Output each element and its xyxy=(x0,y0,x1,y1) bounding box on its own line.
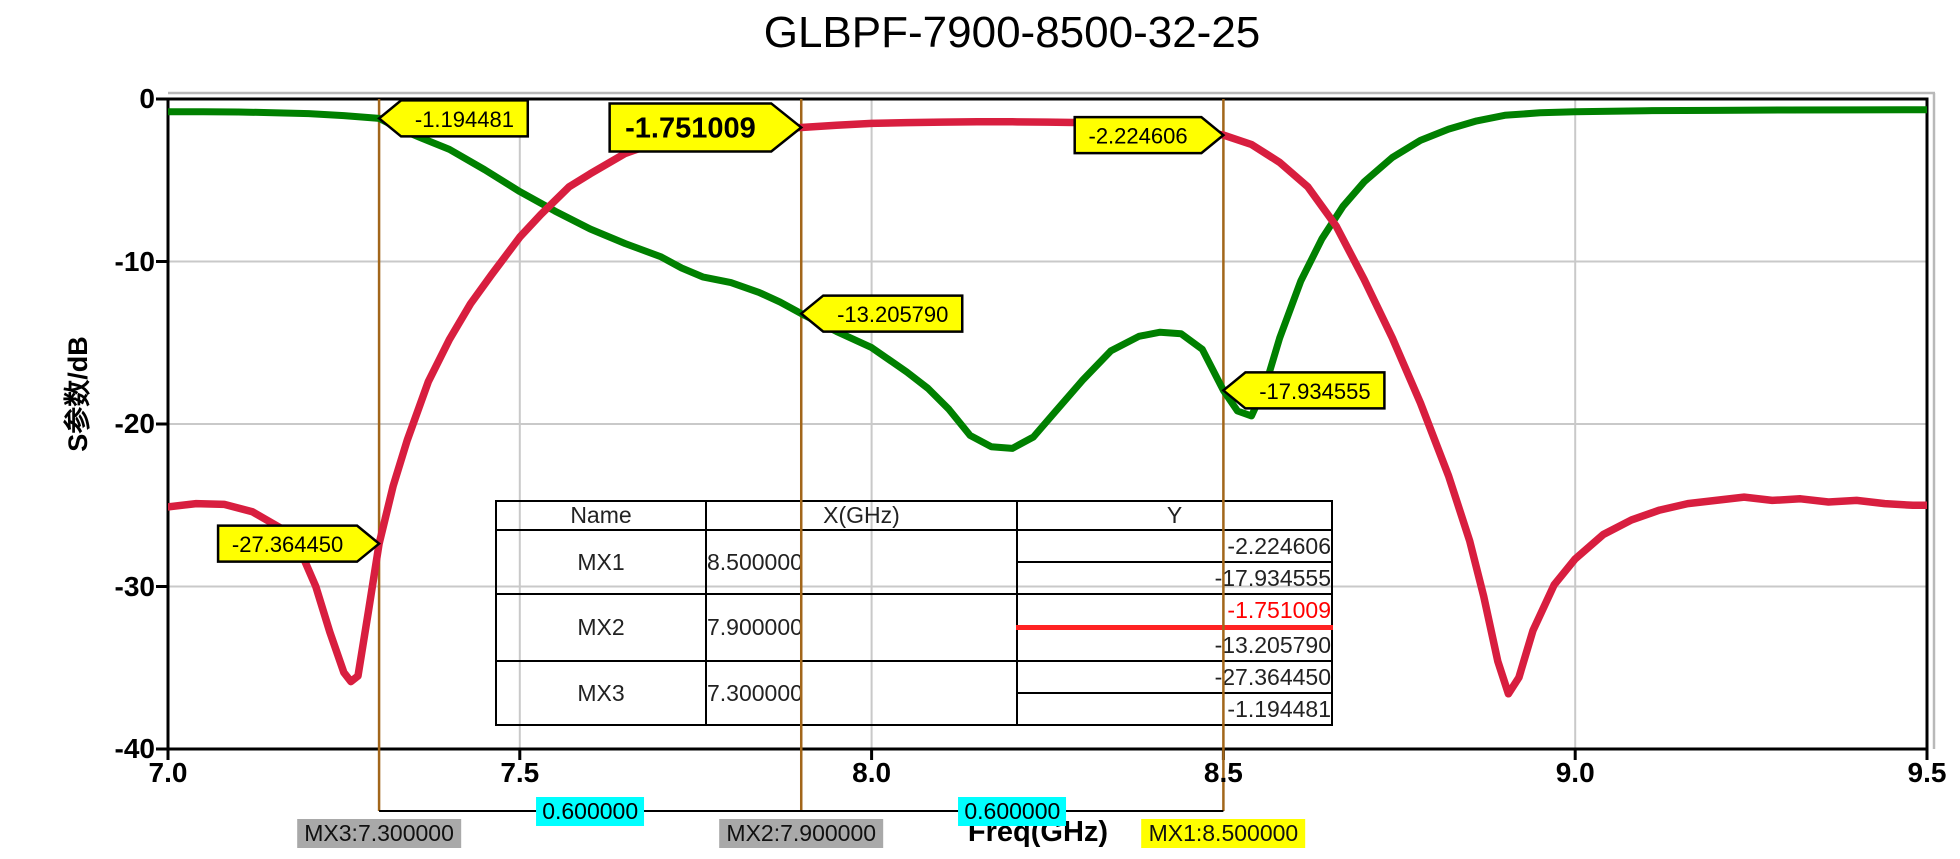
x-tick-label: 7.0 xyxy=(148,757,188,788)
marker-table-header-name: Name xyxy=(495,500,707,531)
marker-value-tag-MX1[interactable]: -2.224606 xyxy=(1073,115,1226,155)
marker-delta-label: 0.600000 xyxy=(536,797,645,826)
x-tick-label: 8.5 xyxy=(1203,757,1243,788)
marker-handle-MX2[interactable]: MX2:7.900000 xyxy=(719,819,884,848)
marker-y-cell[interactable]: -27.364450 xyxy=(1016,660,1333,694)
chart-title: GLBPF-7900-8500-32-25 xyxy=(763,8,1261,57)
marker-x-cell[interactable]: 8.500000 xyxy=(705,529,1018,595)
marker-x-cell[interactable]: 7.300000 xyxy=(705,660,1018,726)
marker-handle-MX3[interactable]: MX3:7.300000 xyxy=(297,819,461,848)
tag-value-text: -1.751009 xyxy=(625,112,756,144)
marker-y-cell[interactable]: -1.194481 xyxy=(1016,692,1333,726)
y-axis-title: S参数/dB xyxy=(63,336,93,452)
tag-value-text: -13.205790 xyxy=(837,302,948,327)
y-tick-label: -30 xyxy=(114,570,155,602)
y-tick-label: -40 xyxy=(114,733,155,764)
y-tick-label: -10 xyxy=(114,245,155,277)
x-tick-label: 8.0 xyxy=(852,757,892,788)
marker-y-cell[interactable]: -17.934555 xyxy=(1016,561,1333,595)
marker-value-tag-MX2[interactable]: -13.205790 xyxy=(799,294,964,333)
tag-shape[interactable] xyxy=(608,102,804,153)
marker-value-tag-MX2[interactable]: -1.751009 xyxy=(608,102,804,153)
tag-shape[interactable] xyxy=(216,524,382,563)
marker-table-header-xghz: X(GHz) xyxy=(705,500,1018,531)
marker-delta-label: 0.600000 xyxy=(958,797,1067,826)
y-tick-label: -20 xyxy=(114,408,155,439)
tag-shape[interactable] xyxy=(1221,371,1386,410)
tag-value-text: -27.364450 xyxy=(232,532,343,557)
marker-table-grid: Name X(GHz) Y MX1 8.500000 -2.224606 -17.93455… xyxy=(495,500,1333,726)
tag-shape[interactable] xyxy=(799,294,964,333)
marker-name-cell[interactable]: MX2 xyxy=(495,593,707,662)
marker-value-tag-MX3[interactable]: -1.194481 xyxy=(377,99,530,138)
marker-y-cell[interactable]: -2.224606 xyxy=(1016,529,1333,563)
tag-shape[interactable] xyxy=(1073,115,1226,155)
marker-value-tag-MX3[interactable]: -27.364450 xyxy=(216,524,382,563)
marker-y-cell[interactable]: -13.205790 xyxy=(1016,626,1333,662)
x-tick-label: 9.0 xyxy=(1555,757,1595,788)
marker-value-tag-MX1[interactable]: -17.934555 xyxy=(1221,371,1386,410)
marker-handle-MX1[interactable]: MX1:8.500000 xyxy=(1141,819,1306,848)
x-tick-label: 7.5 xyxy=(500,757,540,788)
marker-y-cell[interactable]: -1.751009 xyxy=(1016,593,1333,630)
x-tick-label: 9.5 xyxy=(1907,757,1947,788)
tag-shape[interactable] xyxy=(377,99,530,138)
tag-value-text: -1.194481 xyxy=(415,107,514,132)
tag-value-text: -17.934555 xyxy=(1259,379,1370,404)
marker-table: Name X(GHz) Y MX1 8.500000 -2.224606 -17.93455… xyxy=(495,500,1333,726)
tag-value-text: -2.224606 xyxy=(1089,124,1188,149)
marker-name-cell[interactable]: MX3 xyxy=(495,660,707,726)
marker-table-header-y: Y xyxy=(1016,500,1333,531)
y-tick-label: 0 xyxy=(139,83,155,114)
marker-name-cell[interactable]: MX1 xyxy=(495,529,707,595)
green-curve xyxy=(168,106,1927,452)
marker-x-cell[interactable]: 7.900000 xyxy=(705,593,1018,662)
red-curve xyxy=(168,118,1927,698)
